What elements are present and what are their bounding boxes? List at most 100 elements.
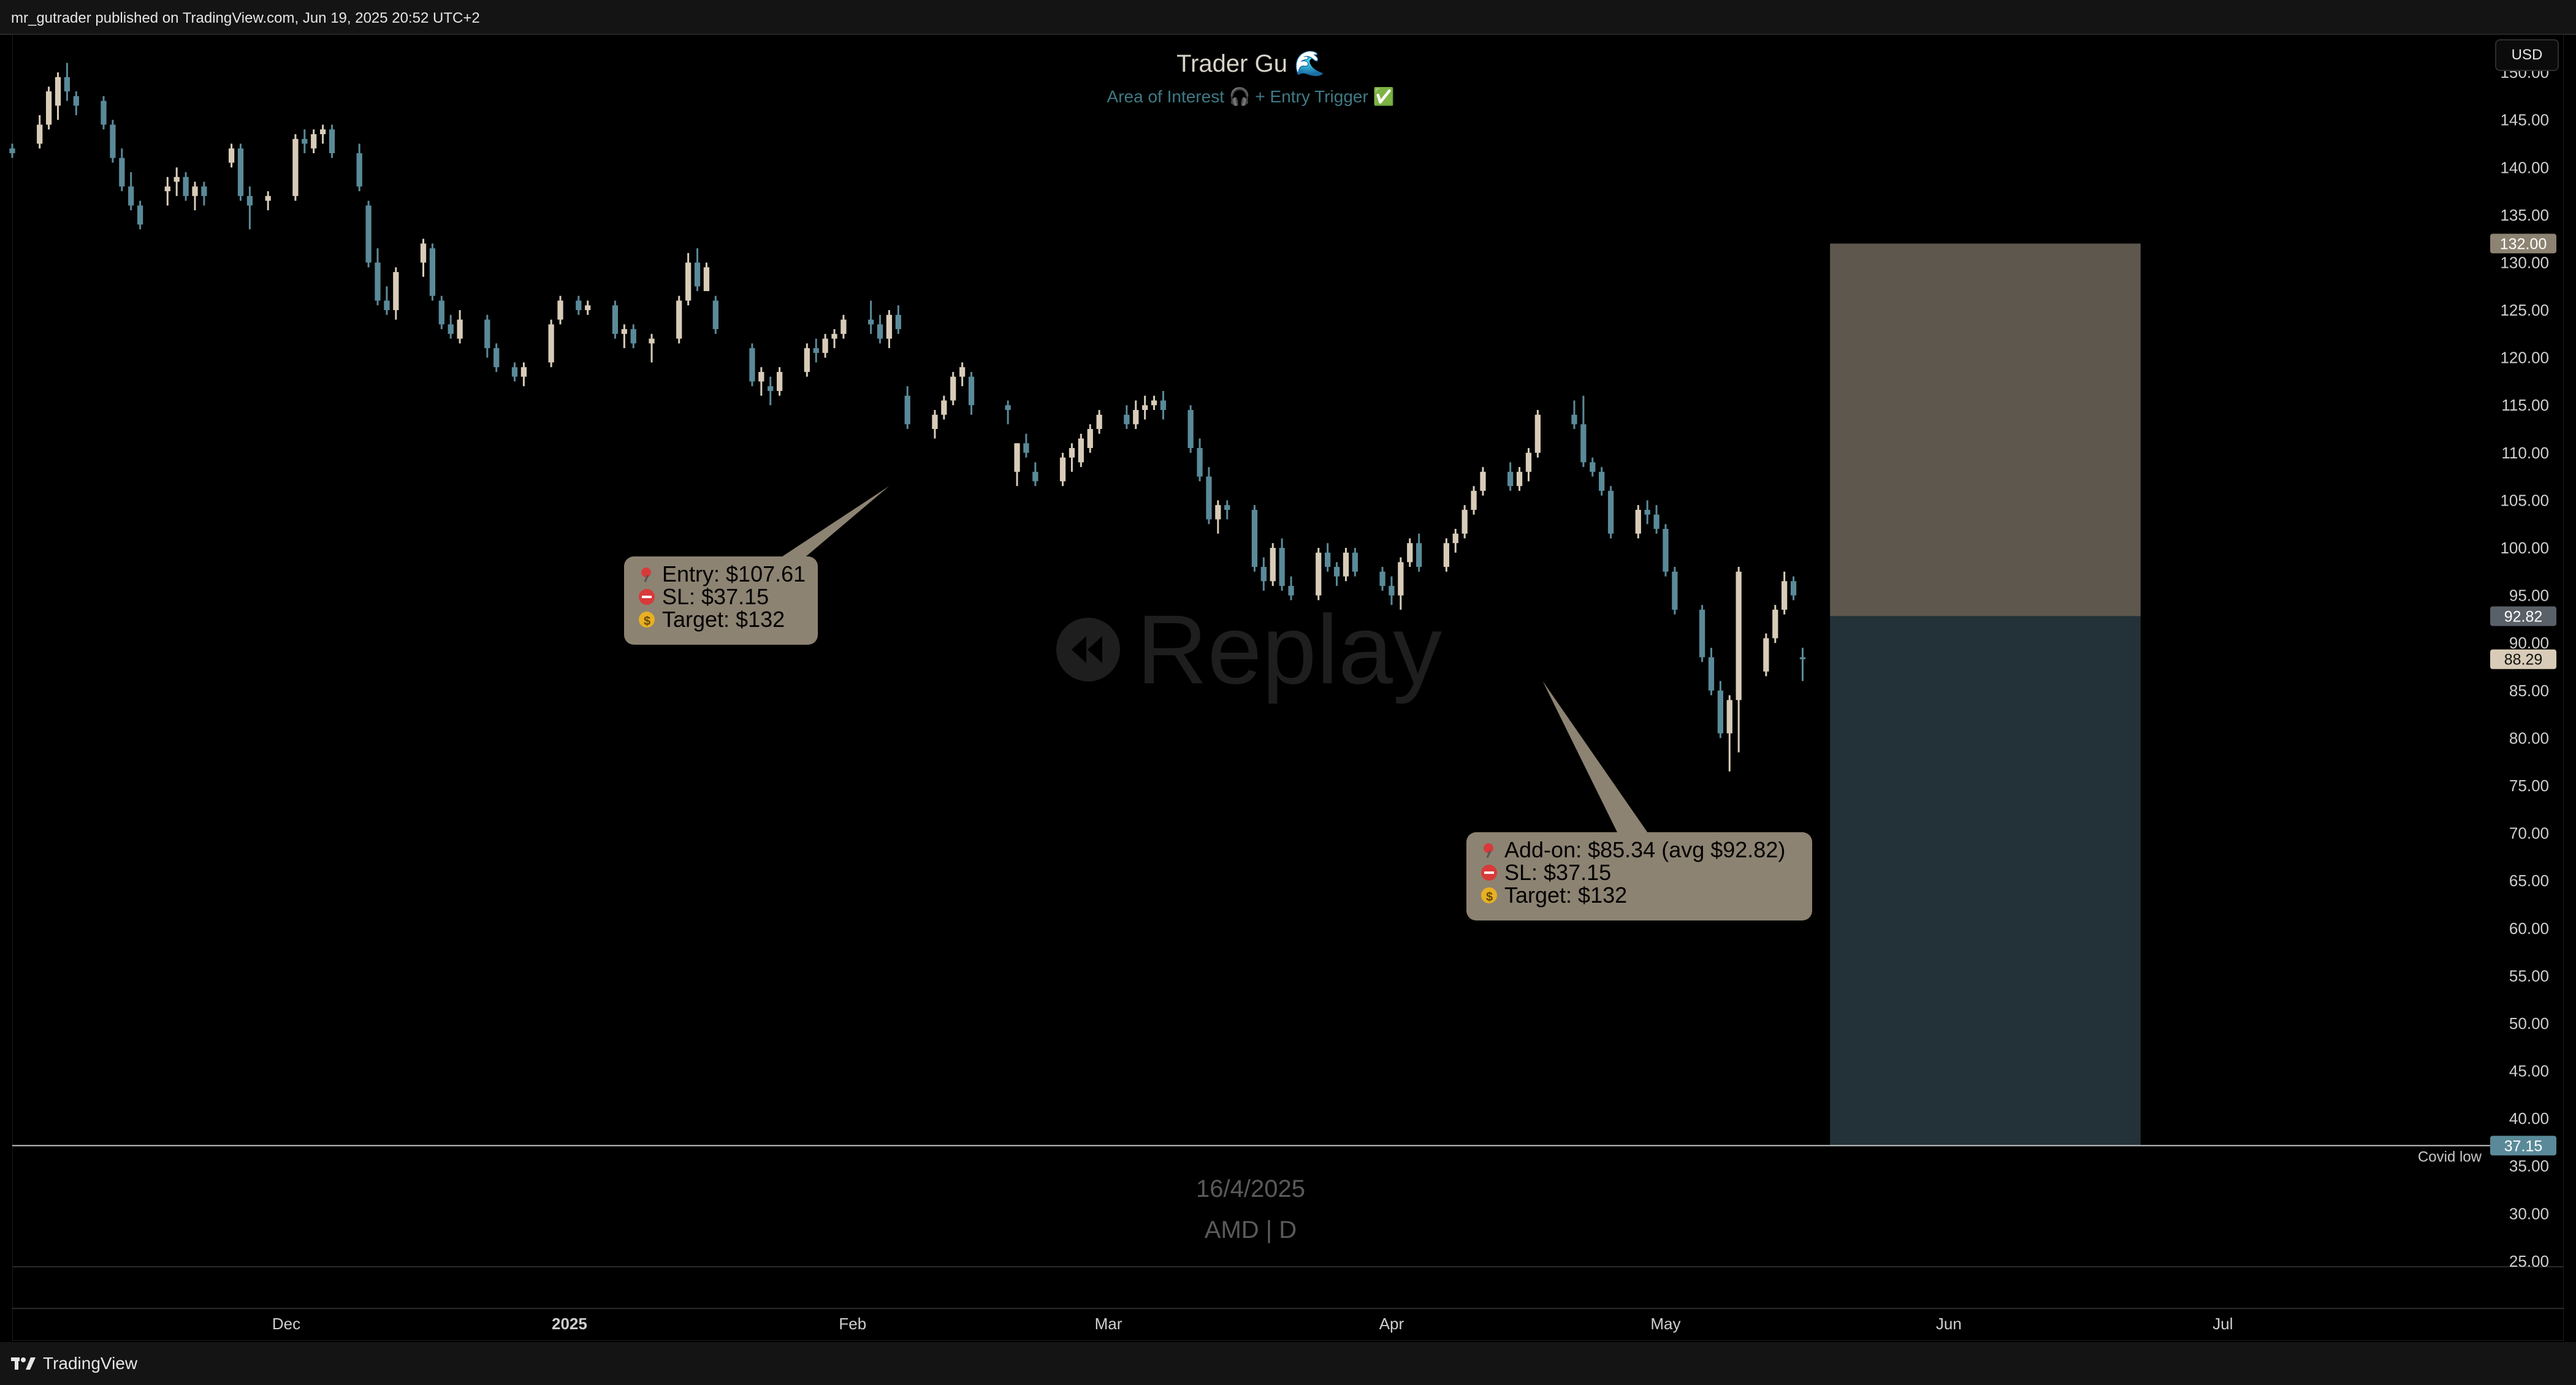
candle-body [1187,409,1194,449]
y-tick-label: 105.00 [2500,491,2549,509]
candle-body [1224,505,1230,510]
candle-body [1288,586,1294,596]
candle-body [1699,609,1705,658]
candle-body [968,376,975,406]
candle-body [319,129,326,134]
x-tick-label: Apr [1379,1315,1404,1333]
entry-note-callout[interactable]: Entry: $107.61 SL: $37.15 Target: $132 [624,556,818,645]
pushpin-icon [1481,842,1497,858]
candle-body [1343,552,1349,577]
money-bag-icon [639,610,655,633]
y-tick-label: 40.00 [2509,1109,2549,1128]
candle-body [228,148,235,163]
price-label-text: 132.00 [2500,235,2547,252]
candle-body [1471,490,1477,510]
y-tick-label: 130.00 [2500,253,2549,271]
x-tick-label: Dec [272,1315,300,1333]
candle-body [1480,471,1486,491]
addon-note-pointer [1542,681,1649,835]
candle-body [37,124,43,144]
y-tick-label: 110.00 [2501,444,2549,462]
candle-body [164,186,170,192]
money-bag-icon [1481,886,1497,909]
price-label-box [2490,1136,2556,1156]
candle-body [420,243,427,263]
candle-body [1270,548,1276,582]
candle-body [119,157,125,187]
candle-body [438,300,444,325]
candle-body [1525,452,1532,472]
candle-body [886,314,893,339]
chart-title-block: Trader Gu 🌊 Area of Interest 🎧 + Entry T… [1103,49,1398,107]
candle-body [9,148,15,153]
y-tick-label: 100.00 [2500,539,2549,557]
candle-body [265,195,271,201]
candle-body [822,338,828,353]
candle-body [1599,471,1605,491]
candle-body [1580,424,1587,463]
y-tick-label: 120.00 [2500,349,2549,367]
candle-body [548,324,554,363]
y-tick-label: 30.00 [2509,1204,2549,1223]
candle-body [1635,509,1641,534]
candle-body [1799,657,1806,659]
candle-body [758,371,764,382]
candle-body [1534,414,1541,453]
price-chart[interactable]: Covid low150.00145.00140.00135.00130.001… [0,0,2576,1342]
y-tick-label: 95.00 [2509,586,2549,605]
candle-body [621,329,627,334]
candle-body [1096,414,1102,430]
candle-body [1571,414,1577,425]
addon-note-line-target: Target: $132 [1481,884,1801,909]
addon-note-callout[interactable]: Add-on: $85.34 (avg $92.82) SL: $37.15 T… [1466,832,1812,920]
candle-body [365,205,372,263]
candle-body [311,134,317,149]
candle-body [429,248,436,296]
candle-body [1443,543,1449,567]
y-tick-label: 140.00 [2500,158,2549,176]
x-tick-label: Feb [839,1315,866,1333]
candle-body [768,386,774,391]
entry-note-entry-text: Entry: $107.61 [662,561,806,586]
candle-body [959,367,966,377]
entry-note-pointer [779,486,890,559]
candle-body [831,333,837,339]
candle-body [448,324,454,334]
candle-body [1461,509,1468,534]
tradingview-logo[interactable]: TradingView [11,1353,137,1374]
candle-body [1644,509,1650,515]
candle-body [1663,528,1669,572]
candle-body [777,371,783,391]
candle-body [246,195,253,206]
candle-body [45,91,52,125]
candle-body [694,262,701,287]
candle-body [1708,657,1715,691]
candle-body [1087,429,1093,449]
candle-body [173,176,180,182]
candle-body [1059,457,1066,482]
candle-body [840,319,847,334]
candle-body [1781,581,1788,610]
candle-body [712,300,718,330]
candle-body [585,305,591,311]
candle-body [1672,571,1678,610]
entry-note-target-text: Target: $132 [662,607,785,632]
price-label-box [2490,606,2556,626]
candle-body [292,138,299,196]
candle-body [457,319,463,339]
currency-button[interactable]: USD [2495,39,2559,71]
candle-body [1142,405,1148,410]
y-tick-label: 145.00 [2500,111,2549,129]
tradingview-brand: TradingView [43,1354,138,1373]
candle-body [1078,438,1084,463]
candle-body [1251,509,1258,567]
y-tick-label: 25.00 [2509,1252,2549,1270]
candle-body [101,101,107,125]
chart-subtitle: Area of Interest 🎧 + Entry Trigger ✅ [1107,87,1395,106]
candle-body [1590,462,1596,472]
candle-body [904,395,910,425]
candle-body [1653,514,1660,529]
candle-body [520,367,527,377]
candle-body [1507,471,1514,487]
candle-body [1726,700,1732,734]
